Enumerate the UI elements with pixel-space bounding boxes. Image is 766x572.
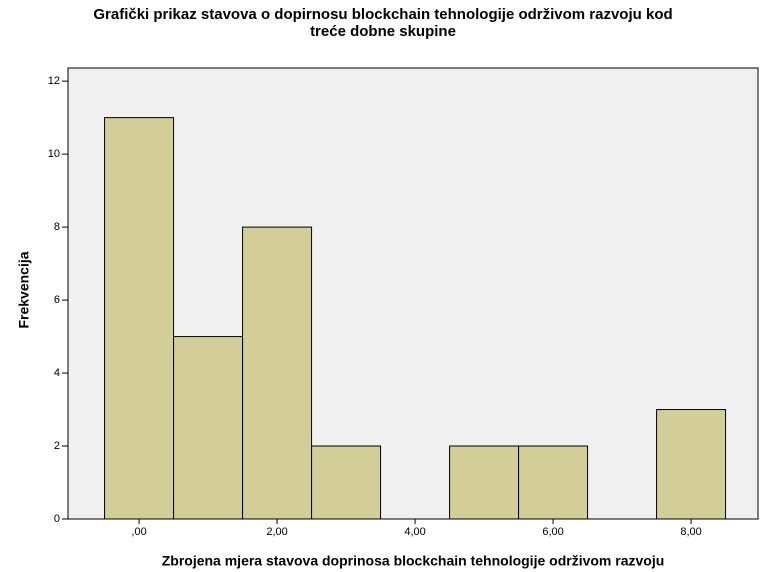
bar	[242, 226, 313, 520]
bar	[173, 336, 244, 520]
x-axis-label: Zbrojena mjera stavova doprinosa blockch…	[162, 553, 665, 569]
bar	[104, 117, 175, 520]
y-tick-label: 8	[54, 221, 60, 233]
x-tick-label: 8,00	[680, 526, 701, 538]
bar	[656, 409, 727, 520]
x-tick-label: ,00	[131, 526, 146, 538]
x-tick-label: 6,00	[542, 526, 563, 538]
y-tick-label: 6	[54, 294, 60, 306]
y-axis-label: Frekvencija	[16, 251, 32, 328]
x-tick-label: 2,00	[266, 526, 287, 538]
y-tick-label: 4	[54, 367, 60, 379]
chart-title: treće dobne skupine	[310, 23, 456, 40]
bar	[518, 445, 589, 520]
y-tick-label: 0	[54, 513, 60, 525]
y-tick-label: 12	[48, 75, 60, 87]
chart-title: Grafički prikaz stavova o dopirnosu bloc…	[93, 6, 672, 23]
y-tick-label: 2	[54, 440, 60, 452]
bar	[311, 445, 382, 520]
bar	[449, 445, 520, 520]
y-tick-label: 10	[48, 148, 60, 160]
x-tick-label: 4,00	[404, 526, 425, 538]
